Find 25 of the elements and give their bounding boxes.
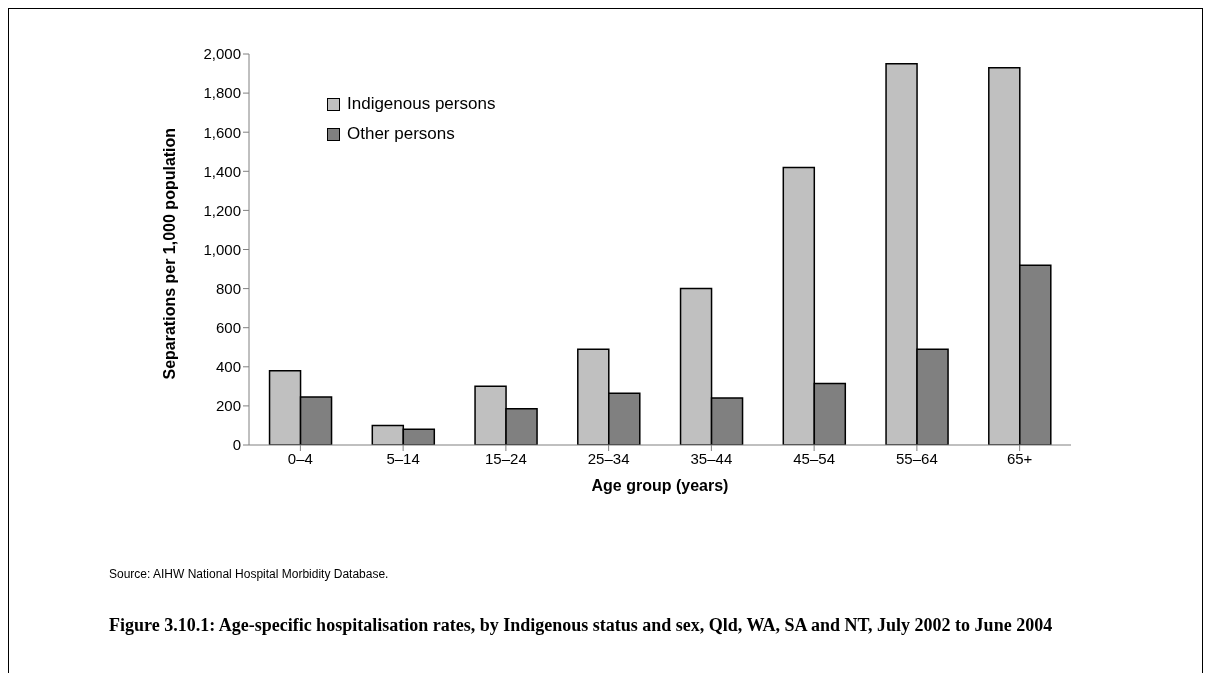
y-tick-label: 1,000 (203, 240, 241, 258)
y-tick-label: 600 (215, 319, 241, 337)
x-tick-label: 25–34 (587, 449, 630, 467)
y-axis-title: Separations per 1,000 population (160, 127, 178, 380)
x-tick-label: 65+ (1006, 449, 1033, 467)
x-tick-label: 45–54 (793, 449, 835, 467)
source-note: Source: AIHW National Hospital Morbidity Database. (109, 567, 389, 581)
x-tick-label: 15–24 (485, 449, 527, 467)
y-tick-label: 200 (215, 397, 241, 415)
legend-label: Indigenous persons (347, 94, 496, 114)
x-axis-title: Age group (years) (591, 477, 729, 494)
y-tick-label: 800 (215, 279, 241, 297)
y-tick-label: 400 (215, 358, 241, 376)
y-tick-label: 1,800 (203, 84, 241, 102)
x-tick-label: 35–44 (690, 449, 733, 467)
y-tick-label: 1,600 (203, 123, 241, 141)
x-tick-label: 55–64 (896, 449, 938, 467)
x-tick-label: 5–14 (386, 449, 420, 467)
x-tick-label: 0–4 (287, 449, 313, 467)
y-tick-label: 1,400 (203, 162, 241, 180)
y-tick-label: 2,000 (203, 45, 241, 63)
legend-label: Other persons (347, 124, 455, 144)
y-tick-label: 0 (232, 436, 241, 454)
y-tick-label: 1,200 (203, 201, 241, 219)
text: Figure 3.10.1: Age-specific hospitalisation rates, by Indigenous status and sex, Qld, WA, SA and NT, July 2002 to June 2004 (109, 614, 1054, 637)
